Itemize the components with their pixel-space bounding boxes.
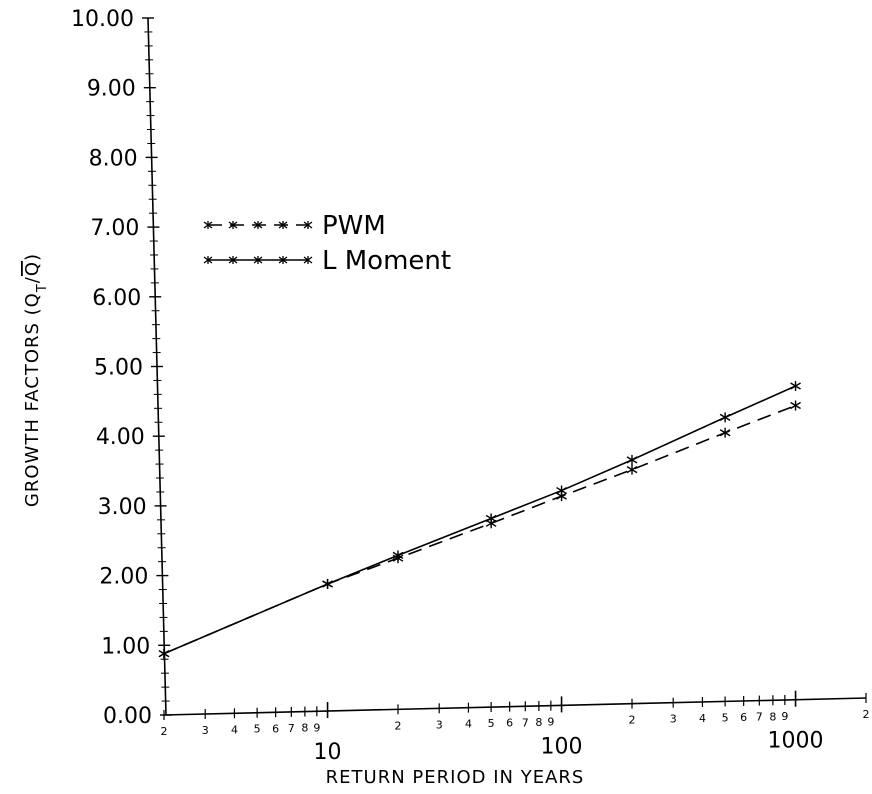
data-point — [485, 513, 497, 524]
x-major-tick-label: 10 — [314, 740, 342, 765]
series-line-l-moment — [163, 385, 796, 655]
y-axis-title-qbar: Q — [22, 261, 43, 276]
x-minor-tick-label: 2 — [629, 714, 636, 727]
y-axis-title-slash: / — [22, 276, 43, 283]
x-minor-tick-label: 3 — [436, 718, 443, 731]
legend: PWM L Moment — [203, 211, 451, 276]
y-tick-label: 3.00 — [98, 495, 147, 520]
series-layer — [158, 381, 801, 659]
x-major-tick-label: 100 — [541, 734, 583, 759]
data-point — [790, 381, 801, 392]
x-minor-tick-label: 8 — [301, 722, 308, 735]
x-minor-tick-label: 7 — [288, 722, 295, 735]
y-axis-title: GROWTH FACTORS (QT/Q) — [22, 253, 50, 507]
x-axis-line — [163, 697, 867, 716]
legend-marker — [253, 221, 263, 229]
legend-marker — [228, 221, 238, 229]
legend-marker — [278, 256, 288, 264]
x-minor-tick-label: 6 — [506, 717, 513, 730]
y-axis-title-close: ) — [22, 253, 43, 261]
y-tick-label: 0.00 — [103, 704, 152, 729]
legend-marker — [203, 256, 213, 264]
axes: 0.00 1.00 2.00 3.00 4.00 5.00 6.00 7.00 8.00 9.00… — [71, 7, 869, 765]
legend-label: PWM — [322, 211, 386, 241]
x-minor-tick-label: 2 — [863, 708, 870, 721]
x-minor-tick-label: 5 — [488, 717, 495, 730]
legend-label: L Moment — [322, 246, 451, 276]
x-minor-tick-label: 9 — [313, 721, 320, 734]
y-axis-title-sub: T — [35, 283, 50, 293]
data-point — [626, 454, 638, 465]
y-tick-label: 8.00 — [89, 146, 138, 171]
x-minor-tick-label: 9 — [781, 710, 788, 723]
x-minor-tick-label: 7 — [522, 716, 529, 729]
x-minor-tick-label: 5 — [254, 723, 261, 736]
x-minor-tick-label: 2 — [161, 725, 168, 738]
legend-marker — [253, 256, 263, 264]
legend-marker — [303, 256, 313, 264]
data-point — [790, 400, 801, 411]
x-axis-title: RETURN PERIOD IN YEARS — [326, 767, 585, 788]
y-tick-label: 4.00 — [96, 425, 145, 450]
x-minor-tick-label: 9 — [547, 716, 554, 729]
series-line-pwm — [163, 404, 796, 655]
y-tick-label: 7.00 — [90, 216, 139, 241]
data-point — [626, 464, 638, 475]
x-minor-tick-label: 3 — [670, 713, 677, 726]
data-point — [322, 578, 333, 589]
legend-marker — [203, 221, 213, 229]
data-point — [719, 412, 731, 423]
x-minor-tick-label: 4 — [231, 723, 238, 736]
data-point — [556, 485, 567, 496]
data-point — [158, 648, 170, 659]
x-minor-tick-label: 3 — [202, 724, 209, 737]
y-tick-label: 1.00 — [101, 634, 150, 659]
y-tick-label: 10.00 — [71, 7, 134, 32]
x-minor-tick-label: 8 — [769, 710, 776, 723]
data-point — [392, 550, 404, 561]
legend-marker — [228, 256, 238, 264]
x-minor-tick-label: 7 — [756, 711, 763, 724]
y-tick-label: 5.00 — [94, 356, 143, 381]
legend-marker — [303, 221, 313, 229]
x-minor-tick-label: 8 — [535, 716, 542, 729]
x-minor-tick-label: 4 — [699, 712, 706, 725]
x-minor-tick-label: 5 — [722, 711, 729, 724]
x-minor-tick-label: 4 — [465, 718, 472, 731]
x-minor-tick-label: 6 — [272, 722, 279, 735]
y-axis-title-main: GROWTH FACTORS (Q — [22, 292, 43, 507]
x-minor-tick-label: 2 — [395, 719, 402, 732]
data-point — [719, 427, 731, 438]
x-major-tick-label: 1000 — [768, 729, 824, 754]
y-tick-label: 2.00 — [99, 565, 148, 590]
legend-marker — [278, 221, 288, 229]
x-minor-tick-label: 6 — [740, 711, 747, 724]
y-tick-label: 6.00 — [92, 286, 141, 311]
y-tick-label: 9.00 — [87, 77, 136, 102]
